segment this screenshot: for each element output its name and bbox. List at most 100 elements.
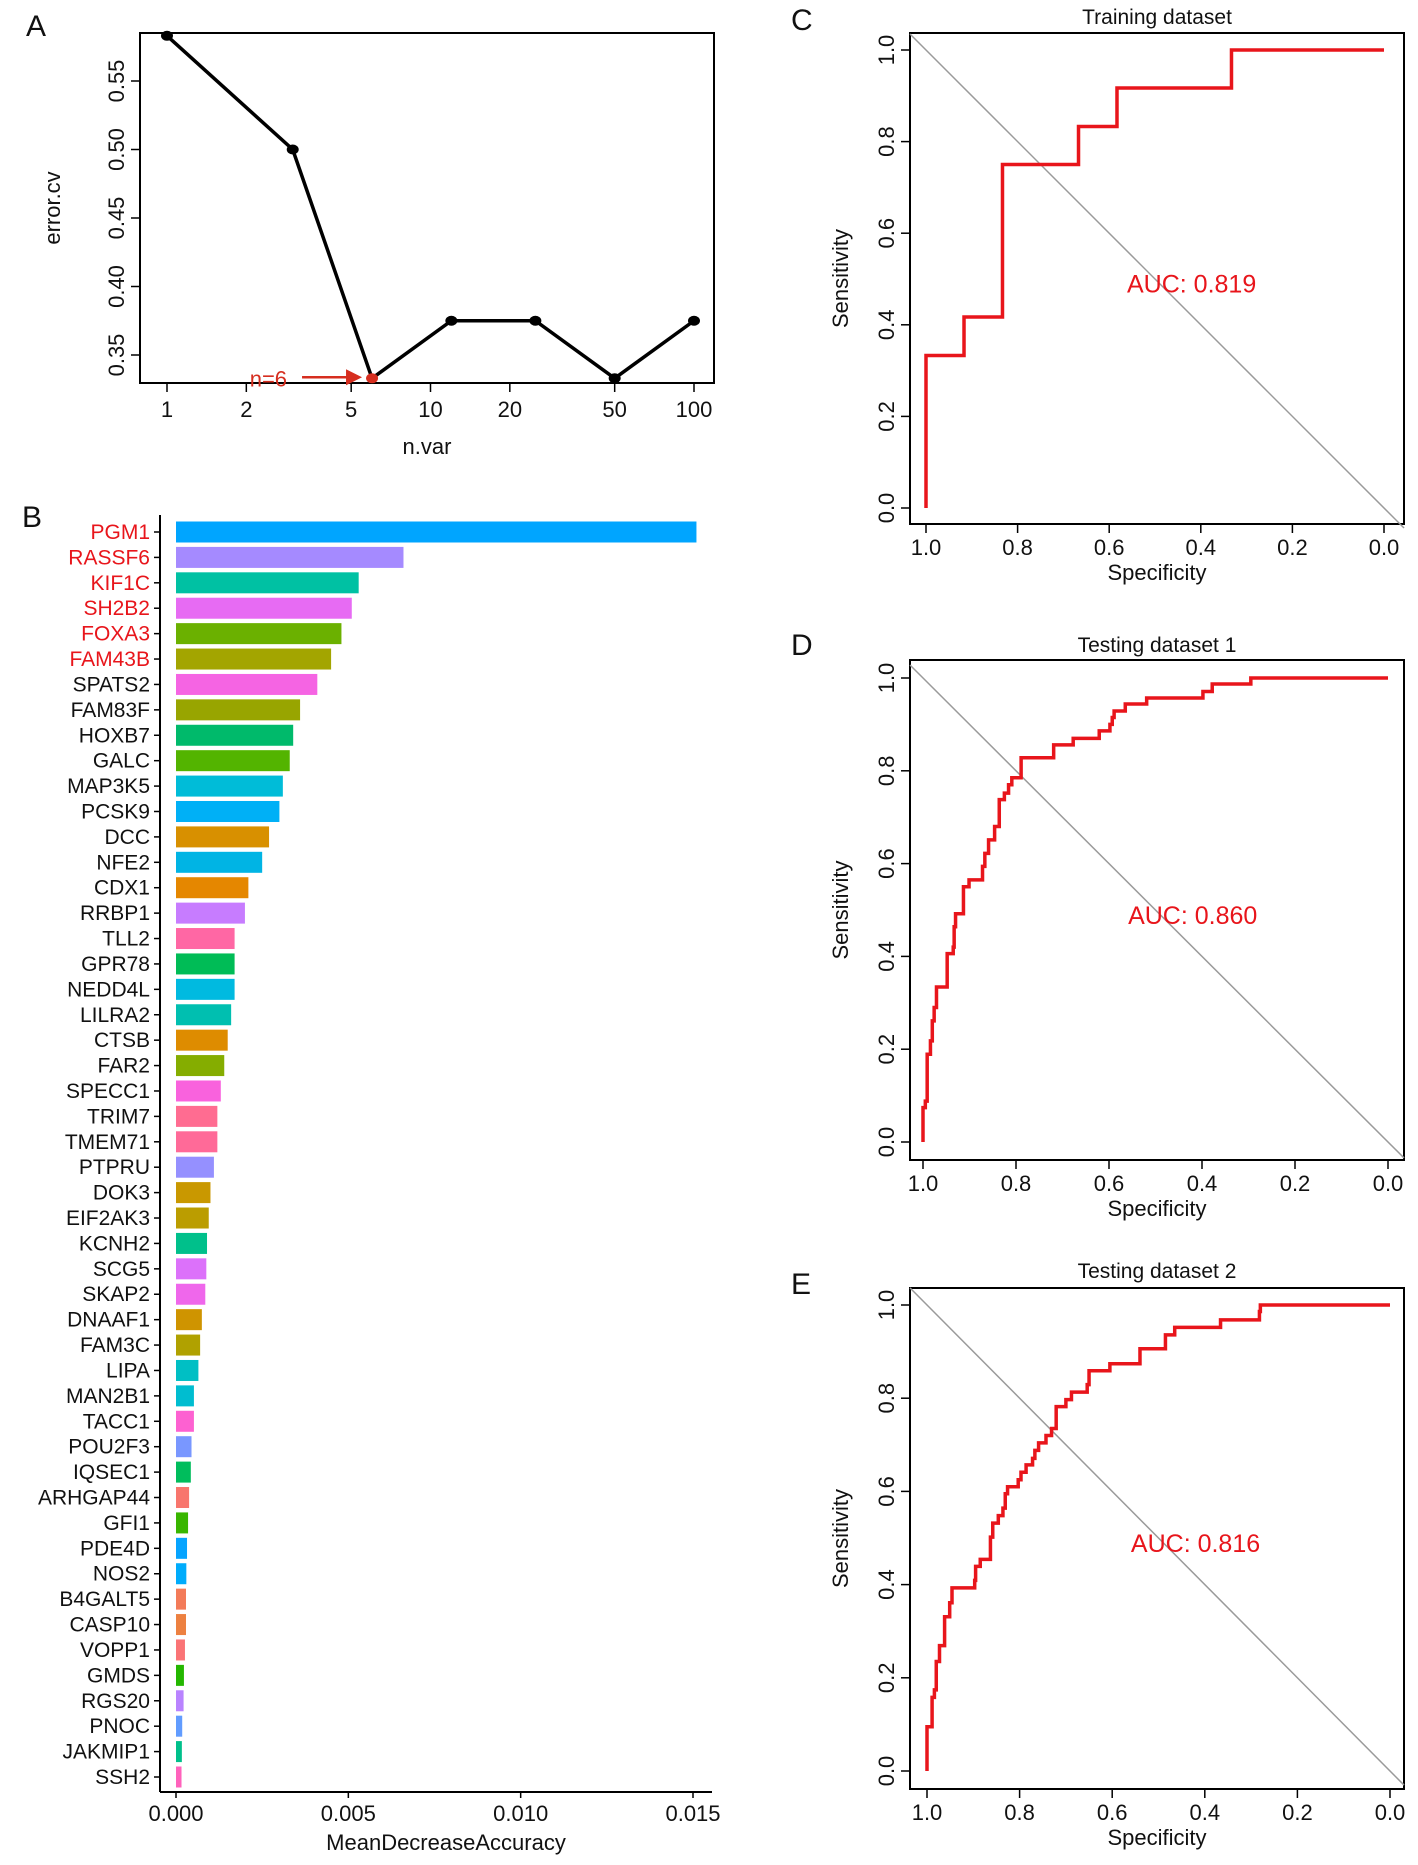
y-tick-label: 0.6 [874,218,899,249]
panel-label-d: D [791,629,813,662]
auc-label: AUC: 0.819 [1127,271,1256,299]
reference-diagonal [909,664,1405,1159]
annotation-arrow-head [346,369,363,386]
y-tick-label: 0.2 [874,1663,899,1694]
y-tick-label: 0.55 [104,60,129,103]
bar-pde4d [176,1537,188,1559]
x-tick-label: 1.0 [912,1800,943,1825]
y-tick-label: 0.2 [874,1034,899,1065]
x-tick-label: 0.4 [1186,535,1217,560]
plot-frame-c [909,32,1405,525]
gene-label: SPECC1 [66,1080,150,1103]
gene-label: TLL2 [102,928,150,951]
bar-eif2ak3 [176,1207,209,1229]
bar-nedd4l [176,978,235,1000]
x-tick-label: 50 [602,397,626,422]
gene-label: FOXA3 [81,623,150,646]
bar-pnoc [176,1715,183,1737]
x-tick-label: 0.0 [1373,1171,1404,1196]
gene-label: POU2F3 [68,1436,150,1459]
gene-label: PGM1 [90,521,150,544]
data-point [161,30,173,41]
x-tick-label: 1.0 [911,535,942,560]
x-tick-label: 2 [240,397,252,422]
gene-label: RRBP1 [80,902,150,925]
bar-tmem71 [176,1131,218,1153]
x-axis-label: Specificity [1107,1196,1206,1221]
y-tick-label: 0.8 [874,1383,899,1414]
gene-label: GALC [93,750,150,773]
bar-trim7 [176,1105,218,1127]
x-tick-label: 0.010 [493,1801,548,1826]
bar-gfi1 [176,1512,189,1534]
gene-label: PNOC [89,1715,150,1738]
y-tick-label: 1.0 [874,35,899,66]
gene-label: SCG5 [93,1258,150,1281]
x-tick-label: 0.4 [1187,1171,1218,1196]
gene-label: GMDS [87,1664,150,1687]
chart-title: Testing dataset 2 [1078,1260,1237,1283]
gene-label: TACC1 [83,1410,150,1433]
bar-rassf6 [176,546,404,568]
gene-label: SH2B2 [83,597,150,620]
gene-label: HOXB7 [79,724,150,747]
roc-curve [921,676,1388,1142]
bar-ssh2 [176,1766,182,1788]
gene-label: JAKMIP1 [62,1741,150,1764]
gene-label: DNAAF1 [67,1309,150,1332]
y-tick-label: 0.6 [874,1476,899,1507]
bar-sh2b2 [176,597,352,619]
panel-label-b: B [22,501,42,534]
roc-curve [924,48,1384,508]
plot-frame-d [909,659,1405,1161]
bar-vopp1 [176,1639,185,1661]
gene-label: MAN2B1 [66,1385,150,1408]
data-point [688,315,700,326]
y-axis-label: Sensitivity [828,229,853,328]
bar-spats2 [176,673,318,695]
bar-rrbp1 [176,902,245,924]
y-tick-label: 0.40 [104,265,129,308]
x-tick-label: 0.6 [1094,535,1125,560]
gene-label: KCNH2 [79,1232,150,1255]
bar-dnaaf1 [176,1309,202,1331]
bar-lipa [176,1359,199,1381]
bar-cdx1 [176,877,249,899]
gene-label: FAM3C [80,1334,150,1357]
bar-foxa3 [176,623,342,645]
x-tick-label: 0.0 [1369,535,1400,560]
x-tick-label: 0.2 [1280,1171,1311,1196]
bar-ctsb [176,1029,228,1051]
gene-label: VOPP1 [80,1639,150,1662]
gene-label: ARHGAP44 [38,1487,150,1510]
gene-label: B4GALT5 [59,1588,150,1611]
bar-hoxb7 [176,724,294,746]
gene-label: NOS2 [93,1563,150,1586]
bar-far2 [176,1055,225,1077]
gene-label: SPATS2 [73,673,150,696]
y-tick-label: 0.6 [874,848,899,879]
bar-gmds [176,1664,184,1686]
reference-diagonal [909,33,1405,529]
y-axis-label: Sensitivity [828,860,853,959]
series-line-error-cv [165,34,696,382]
y-tick-label: 0.4 [874,1569,899,1600]
reference-diagonal [909,1287,1405,1786]
bar-pou2f3 [176,1436,192,1458]
data-point [366,373,379,384]
panel-label-e: E [791,1268,811,1301]
plot-frame-e [909,1287,1405,1790]
data-point [529,315,542,326]
bar-tacc1 [176,1410,194,1432]
bar-nfe2 [176,851,263,873]
panel-label-a: A [26,10,46,43]
bar-b4galt5 [176,1588,186,1610]
bar-pcsk9 [176,800,280,822]
gene-label: LILRA2 [80,1004,150,1027]
x-tick-label: 1.0 [908,1171,939,1196]
auc-label: AUC: 0.860 [1128,902,1257,930]
gene-label: CASP10 [69,1614,150,1637]
x-tick-label: 0.8 [1001,1171,1032,1196]
bar-dok3 [176,1182,211,1204]
